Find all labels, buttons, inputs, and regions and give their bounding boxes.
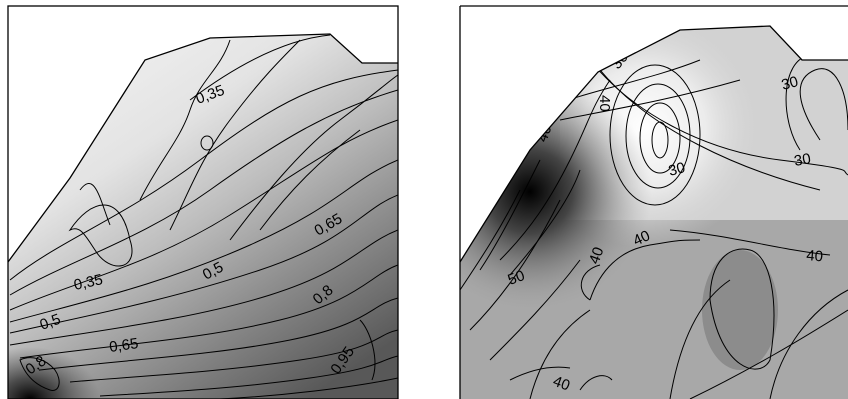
- left-domain-outline: [7, 33, 398, 263]
- right-contour-svg: 30 30 30 30 40 40 40 40 40 40 50: [459, 5, 848, 399]
- contour-label: 30: [667, 159, 688, 180]
- contour-label: 50: [506, 267, 527, 289]
- right-contour-labels: 30 30 30 30 40 40 40 40 40 40 50: [506, 49, 824, 395]
- contour-label: 30: [793, 150, 812, 170]
- left-contour-svg: 0,35 0,35 0,5 0,5 0,65 0,65 0,8 0,8 0,95: [7, 5, 399, 399]
- right-domain-outline: [459, 25, 848, 263]
- contour-label: 30: [780, 73, 801, 94]
- contour-label: 40: [551, 373, 572, 395]
- contour-label: 0,35: [72, 271, 104, 294]
- right-plot-frame: [459, 5, 848, 399]
- right-contour-field: 30 30 30 30 40 40 40 40 40 40 50: [460, 26, 848, 399]
- left-contour-field: 0,35 0,35 0,5 0,5 0,65 0,65 0,8 0,8 0,95: [8, 34, 398, 399]
- contour-label: 40: [596, 95, 613, 112]
- contour-label: 0,5: [38, 311, 63, 334]
- left-plot-frame: [7, 5, 399, 399]
- contour-label: 0,65: [108, 335, 139, 356]
- left-contour-lines: [9, 34, 398, 399]
- contour-label: 40: [631, 227, 653, 249]
- contour-label: 40: [806, 247, 824, 265]
- contour-label: 40: [586, 245, 608, 266]
- left-contour-plot: 0,35 0,35 0,5 0,5 0,65 0,65 0,8 0,8 0,95: [0, 0, 410, 399]
- right-contour-plot: 30 30 30 30 40 40 40 40 40 40 50: [440, 0, 848, 399]
